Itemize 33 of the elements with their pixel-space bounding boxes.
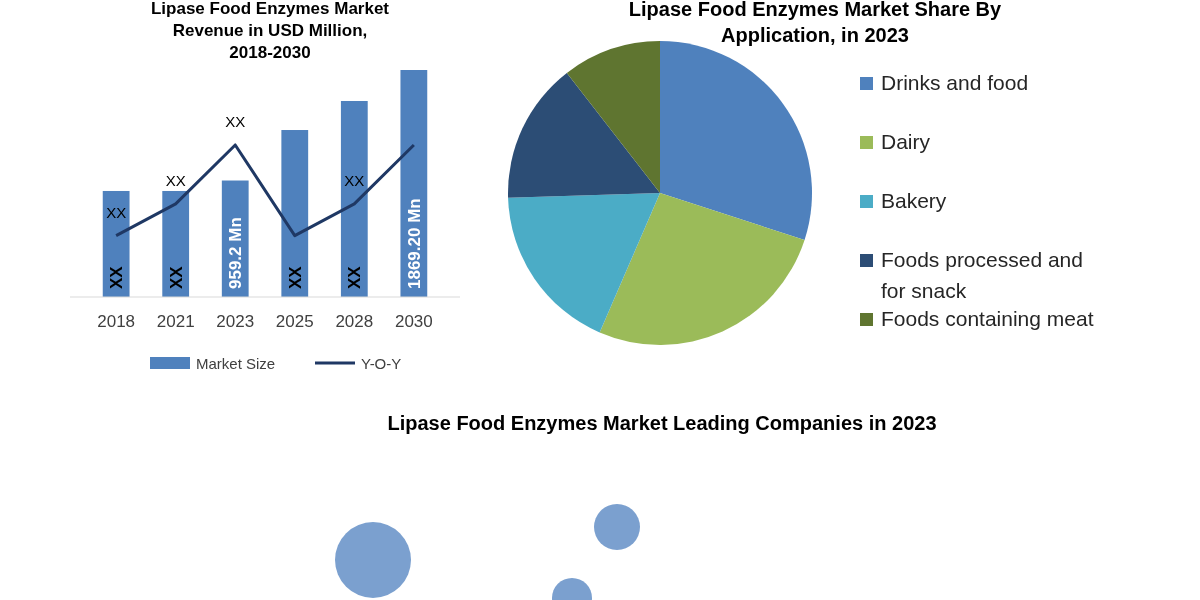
x-tick-label: 2030 [394,312,433,331]
data-label: XX [225,112,246,130]
data-label: XX [107,265,127,289]
data-label: 1869.20 Mn [404,198,424,289]
data-label: XX [285,265,305,289]
pie-slice [566,41,660,193]
x-tick-label: 2018 [97,312,136,331]
pie-slice [508,72,660,198]
legend-label: Dairy [881,130,931,153]
data-label: XX [165,171,186,189]
x-tick-label: 2021 [156,312,195,331]
data-label: XX [106,203,127,221]
x-tick-label: 2023 [216,312,255,331]
legend-label: Foods containing meat [881,307,1094,330]
legend-label: Foods processed and for snack [881,248,1083,302]
chart-title: Lipase Food Enzymes Market Revenue in USD Million, 2018-2030 [150,0,390,63]
pie-slice [599,193,805,345]
chart-title: Lipase Food Enzymes Market Share By Application, in 2023 [628,0,1003,46]
legend-label: Market Size [196,355,276,372]
x-tick-label: 2028 [335,312,374,331]
data-label: XX [345,265,365,289]
bar [281,130,309,297]
text: Lipase Food Enzymes Market Leading Companies in 2023 [387,412,937,434]
legend-label: Bakery [881,189,947,212]
data-label: 959.2 Mn [226,217,246,289]
data-label: XX [166,265,186,289]
legend-label: Y-O-Y [361,355,402,372]
pie-slice [508,193,660,333]
bar [340,100,368,297]
legend-label: Drinks and food [881,71,1029,94]
x-tick-label: 2025 [275,312,314,331]
data-label: XX [344,171,365,189]
bar [162,190,190,297]
